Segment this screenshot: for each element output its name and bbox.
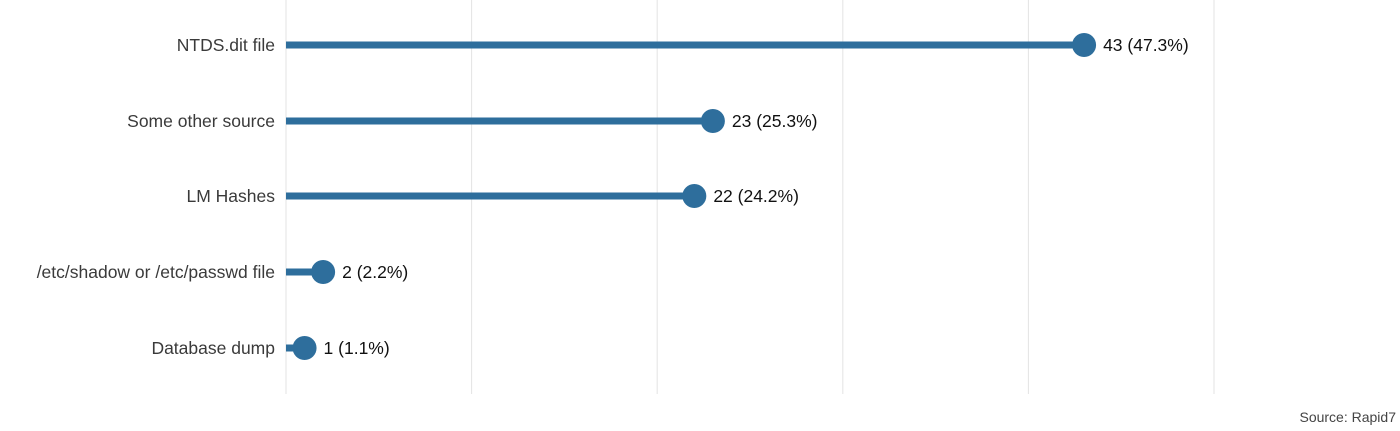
- chart-marks: NTDS.dit file 43 (47.3%) Some other source…: [37, 33, 1189, 360]
- category-label: Some other source: [127, 111, 275, 131]
- lollipop-point: [311, 260, 336, 284]
- value-label: 22 (24.2%): [713, 186, 799, 206]
- lollipop-point: [700, 109, 725, 133]
- lollipop-point: [1072, 33, 1097, 57]
- lollipop-point: [682, 184, 707, 208]
- value-label: 1 (1.1%): [324, 338, 390, 358]
- category-label: Database dump: [151, 338, 275, 358]
- source-note: Source: Rapid7: [1299, 409, 1396, 425]
- category-label: /etc/shadow or /etc/passwd file: [37, 262, 275, 282]
- value-label: 43 (47.3%): [1103, 35, 1189, 55]
- value-label: 2 (2.2%): [342, 262, 408, 282]
- category-label: LM Hashes: [186, 186, 275, 206]
- category-label: NTDS.dit file: [177, 35, 275, 55]
- lollipop-point: [292, 336, 317, 360]
- value-label: 23 (25.3%): [732, 111, 818, 131]
